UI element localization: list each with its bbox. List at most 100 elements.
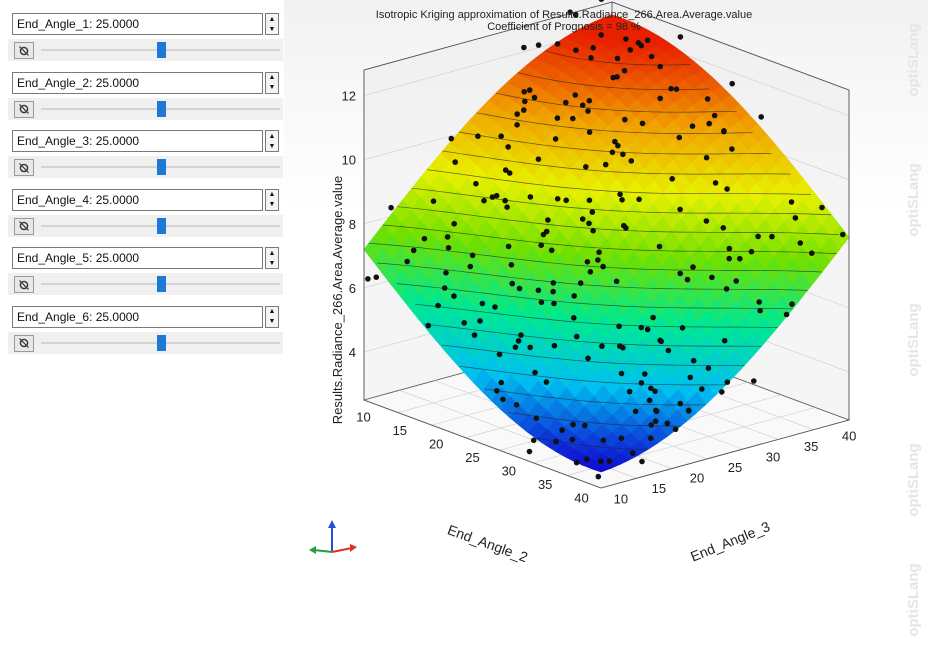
spin-down-arrow-icon[interactable]: ▼ — [268, 259, 276, 267]
sample-point — [636, 196, 642, 203]
parameter-spinbox[interactable]: End_Angle_6: 25.0000 — [12, 305, 263, 328]
sample-point — [572, 11, 579, 18]
slider-thumb[interactable] — [156, 100, 166, 117]
parameter-slider-row — [8, 39, 283, 61]
slider-thumb[interactable] — [156, 159, 166, 175]
sample-point — [533, 415, 540, 422]
reset-button[interactable] — [14, 217, 34, 235]
sample-point — [579, 102, 586, 108]
y-tick-label: 35 — [804, 439, 818, 454]
sample-point — [451, 293, 457, 299]
sample-point — [596, 249, 602, 255]
y-axis-label: End_Angle_3 — [688, 518, 772, 564]
sample-point — [751, 378, 757, 384]
sample-point — [664, 420, 671, 427]
sample-point — [652, 418, 659, 424]
sample-point — [451, 221, 457, 227]
spin-down-arrow-icon[interactable]: ▼ — [268, 25, 276, 33]
parameter-spinbox[interactable]: End_Angle_5: 25.0000 — [12, 247, 263, 269]
reset-button[interactable] — [14, 42, 34, 59]
sample-point — [563, 197, 569, 204]
reset-button[interactable] — [14, 334, 34, 352]
sample-point — [509, 280, 515, 287]
sample-point — [703, 218, 710, 224]
sample-point — [792, 215, 799, 221]
sample-point — [504, 204, 510, 210]
spin-down-arrow-icon[interactable]: ▼ — [268, 142, 276, 150]
sample-point — [531, 94, 538, 101]
sample-point — [584, 456, 590, 463]
orientation-axis-y — [313, 549, 333, 553]
sample-point — [621, 67, 628, 74]
plot-area[interactable]: 10 15 20 25 30 35 40 10 15 20 25 30 35 40 4 6 8 10 12 Resul… — [284, 0, 928, 602]
contour-line — [377, 262, 808, 291]
contour-line — [415, 303, 778, 328]
reset-button[interactable] — [14, 276, 34, 293]
parameter-spinbox[interactable]: End_Angle_1: 25.0000 — [12, 13, 263, 35]
sample-point — [628, 158, 635, 164]
sample-point — [758, 114, 764, 120]
sample-point — [514, 122, 520, 128]
sample-point — [729, 146, 735, 152]
reset-button[interactable] — [14, 100, 34, 118]
spin-up-arrow-icon[interactable]: ▲ — [268, 132, 276, 140]
sample-point — [721, 128, 727, 134]
sample-point — [595, 257, 601, 263]
sample-point — [554, 196, 561, 202]
sample-point — [404, 258, 410, 265]
z-axis-label: Results.Radiance_266.Area.Average.value — [330, 176, 345, 424]
parameter-spinbox[interactable]: End_Angle_4: 25.0000 — [12, 188, 263, 211]
spin-up-arrow-icon[interactable]: ▲ — [268, 249, 276, 257]
spin-up-arrow-icon[interactable]: ▲ — [268, 74, 276, 81]
box-edge — [363, 1, 613, 71]
contour-line — [484, 388, 706, 406]
spin-down-arrow-icon[interactable]: ▼ — [268, 318, 276, 325]
sample-point — [618, 370, 625, 377]
slider-thumb[interactable] — [156, 334, 166, 351]
sample-point — [677, 270, 683, 277]
spin-up-arrow-icon[interactable]: ▲ — [268, 191, 276, 198]
sample-point — [582, 422, 588, 429]
sample-point — [669, 176, 675, 182]
parameter-slider-row — [8, 273, 283, 295]
y-tick-label: 40 — [842, 429, 856, 444]
sample-point — [626, 388, 633, 395]
sample-point — [489, 194, 496, 200]
watermark-strip: optiSLang optiSLang optiSLang optiSLang opti… — [900, 0, 928, 636]
parameter-spinbox[interactable]: End_Angle_3: 25.0000 — [12, 130, 263, 152]
sample-point — [657, 63, 663, 70]
reset-button[interactable] — [14, 159, 34, 176]
z-tick-label: 6 — [349, 281, 356, 296]
sample-point — [724, 379, 731, 385]
sample-point — [600, 437, 607, 444]
sample-point — [494, 388, 500, 394]
sample-point — [587, 269, 594, 275]
spin-down-arrow-icon[interactable]: ▼ — [268, 201, 276, 208]
sample-point — [638, 380, 645, 386]
sample-point — [638, 324, 645, 331]
sample-point — [538, 299, 545, 306]
slider-thumb[interactable] — [156, 42, 166, 58]
spin-up-arrow-icon[interactable]: ▲ — [268, 15, 276, 23]
contour-line — [441, 344, 745, 366]
watermark-text: optiSLang — [905, 303, 922, 377]
response-surface-plot[interactable]: 10 15 20 25 30 35 40 10 15 20 25 30 35 40 4 6 8 10 12 Resul… — [284, 0, 928, 602]
sample-point — [673, 86, 680, 92]
sample-point — [630, 450, 636, 456]
sample-point — [705, 365, 712, 372]
sample-point — [552, 136, 559, 142]
sample-point — [535, 287, 542, 294]
slider-thumb[interactable] — [156, 217, 166, 234]
slider-thumb[interactable] — [156, 276, 166, 292]
sample-point — [648, 53, 655, 60]
parameter-control: End_Angle_4: 25.0000 ▲ ▼ — [8, 186, 283, 237]
spin-down-arrow-icon[interactable]: ▼ — [268, 84, 276, 91]
sample-point — [551, 342, 558, 349]
sample-point — [668, 85, 674, 92]
spin-up-arrow-icon[interactable]: ▲ — [268, 308, 276, 315]
parameter-control: End_Angle_6: 25.0000 ▲ ▼ — [8, 303, 283, 354]
sample-point — [656, 243, 663, 250]
parameter-spinbox[interactable]: End_Angle_2: 25.0000 — [12, 71, 263, 94]
sample-point — [648, 435, 654, 442]
sample-point — [512, 344, 519, 351]
